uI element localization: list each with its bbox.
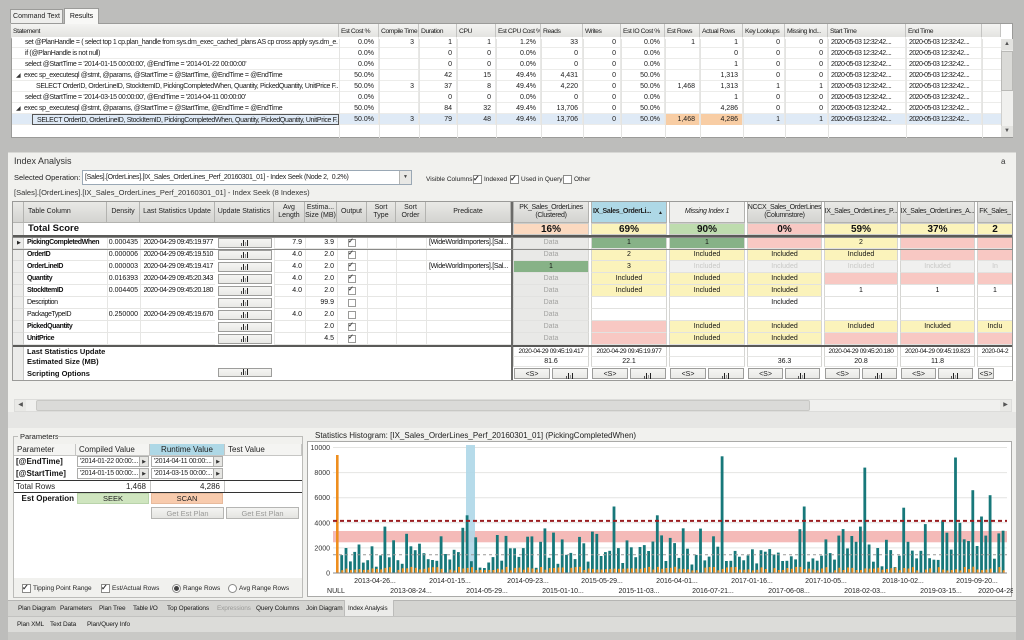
svg-text:10000: 10000 bbox=[311, 445, 331, 452]
svg-text:2014-09-23...: 2014-09-23... bbox=[507, 578, 549, 585]
svg-text:2015-01-10...: 2015-01-10... bbox=[542, 588, 584, 595]
svg-text:2014-01-15...: 2014-01-15... bbox=[429, 578, 471, 585]
svg-text:0: 0 bbox=[326, 571, 330, 578]
svg-text:2018-02-03...: 2018-02-03... bbox=[844, 588, 886, 595]
svg-text:2019-09-20...: 2019-09-20... bbox=[956, 578, 998, 585]
svg-text:2014-05-29...: 2014-05-29... bbox=[466, 588, 508, 595]
svg-text:2015-05-29...: 2015-05-29... bbox=[581, 578, 623, 585]
svg-text:2016-07-21...: 2016-07-21... bbox=[692, 588, 734, 595]
svg-text:2016-04-01...: 2016-04-01... bbox=[656, 578, 698, 585]
svg-text:2017-10-05...: 2017-10-05... bbox=[805, 578, 847, 585]
svg-text:2013-04-26...: 2013-04-26... bbox=[354, 578, 396, 585]
svg-text:2017-01-16...: 2017-01-16... bbox=[731, 578, 773, 585]
svg-text:2013-08-24...: 2013-08-24... bbox=[390, 588, 432, 595]
svg-text:8000: 8000 bbox=[314, 470, 330, 477]
svg-text:2017-06-08...: 2017-06-08... bbox=[768, 588, 810, 595]
svg-text:2015-11-03...: 2015-11-03... bbox=[618, 588, 659, 595]
svg-text:NULL: NULL bbox=[327, 588, 345, 595]
svg-text:6000: 6000 bbox=[314, 495, 330, 502]
svg-text:4000: 4000 bbox=[314, 520, 330, 527]
svg-text:2018-10-02...: 2018-10-02... bbox=[882, 578, 924, 585]
svg-text:2020-04-28...: 2020-04-28... bbox=[978, 588, 1013, 595]
svg-text:2000: 2000 bbox=[314, 545, 330, 552]
svg-text:2019-03-15...: 2019-03-15... bbox=[920, 588, 962, 595]
svg-text:Statistics Histogram: [IX_Sale: Statistics Histogram: [IX_Sales_OrderLin… bbox=[315, 431, 636, 440]
